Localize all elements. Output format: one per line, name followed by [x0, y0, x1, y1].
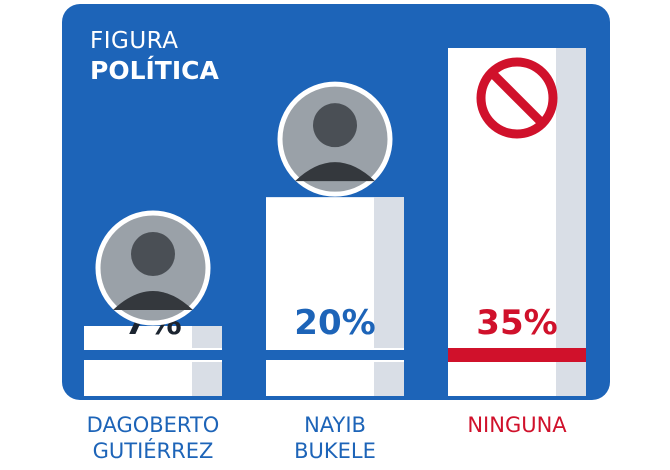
portrait-head: [313, 103, 357, 148]
portrait-shoulders: [295, 162, 375, 182]
category-label-nayib: NAYIB BUKELE: [250, 412, 420, 464]
category-label-line: GUTIÉRREZ: [92, 439, 214, 463]
chart-title-line1: FIGURA: [90, 28, 179, 54]
bar-shade: [556, 48, 586, 396]
chart-title-line2: POLÍTICA: [90, 56, 219, 85]
category-label-ninguna: NINGUNA: [432, 412, 602, 438]
category-label-line: DAGOBERTO: [86, 413, 220, 437]
prohibited-icon-bar: [488, 69, 546, 127]
bar-band-accent: [84, 350, 222, 360]
bar-band-accent: [266, 350, 404, 360]
prohibited-icon: [476, 57, 558, 139]
category-label-line: NAYIB: [304, 413, 366, 437]
category-label-line: NINGUNA: [467, 413, 567, 437]
value-label: 20%: [294, 303, 375, 343]
portrait-head: [131, 232, 175, 276]
bar-shade: [374, 197, 404, 396]
category-label-line: BUKELE: [294, 439, 376, 463]
bar-band: [448, 348, 586, 362]
category-label-dagoberto: DAGOBERTO GUTIÉRREZ: [68, 412, 238, 464]
value-label: 35%: [476, 303, 557, 343]
portrait-shoulders: [113, 291, 193, 310]
